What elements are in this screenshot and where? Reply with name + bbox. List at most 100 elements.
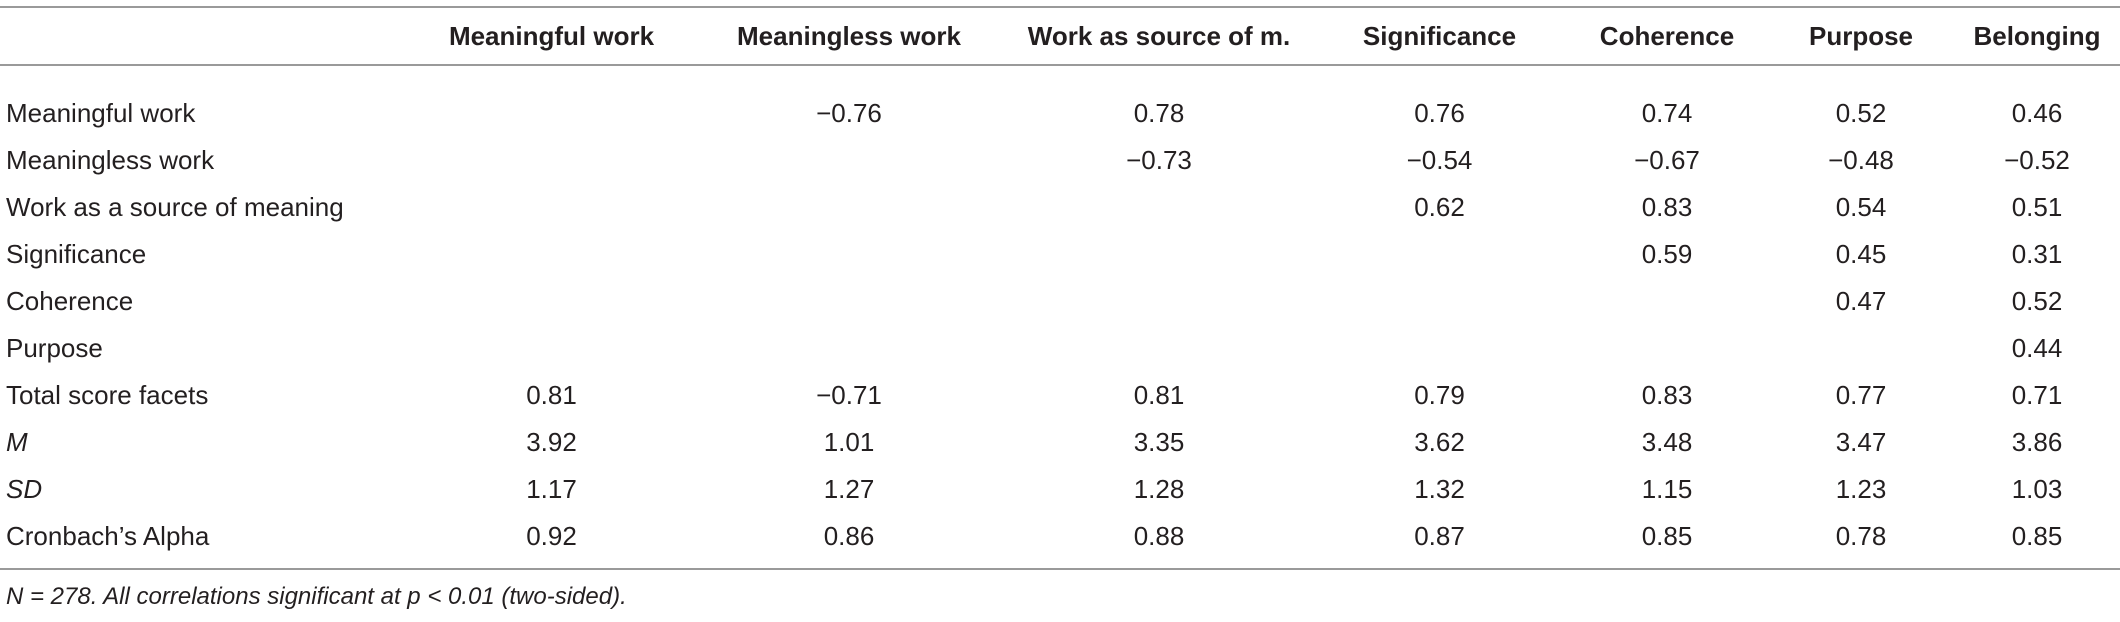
correlation-table: Meaningful work Meaningless work Work as s… [0, 6, 2120, 570]
cell: 0.85 [1641, 521, 1693, 551]
cell: 3.62 [1414, 427, 1465, 457]
cell: 0.59 [1641, 239, 1693, 269]
cell [693, 278, 1005, 325]
table-row: Purpose 0.44 [0, 325, 2120, 372]
cell: 0.31 [2011, 239, 2063, 269]
cell: −0.52 [2004, 145, 2070, 175]
cell [1005, 325, 1313, 372]
cell [410, 231, 693, 278]
cell: 1.01 [823, 427, 875, 457]
cell: 3.47 [1835, 427, 1887, 457]
table-row: Cronbach’s Alpha 0.92 0.86 0.88 0.87 0.85 0.78… [0, 513, 2120, 569]
table-row: Work as a source of meaning 0.62 0.83 0.54 0… [0, 184, 2120, 231]
column-header: Coherence [1599, 20, 1735, 51]
cell: 3.92 [526, 427, 577, 457]
table-row: Meaningless work −0.73 −0.54 −0.67 −0.48 −0.5… [0, 137, 2120, 184]
footnote: N = 278. All correlations significant at… [6, 583, 627, 610]
cell: 0.83 [1641, 192, 1693, 222]
table-row: M 3.92 1.01 3.35 3.62 3.48 3.47 3.86 [0, 419, 2120, 466]
table-row: SD 1.17 1.27 1.28 1.32 1.15 1.23 1.03 [0, 466, 2120, 513]
cell: 0.92 [526, 521, 577, 551]
cell: −0.67 [1634, 145, 1700, 175]
cell: 0.88 [1133, 521, 1185, 551]
cell [693, 137, 1005, 184]
row-label: Coherence [6, 286, 134, 316]
cell: 0.52 [1835, 98, 1887, 128]
cell: 3.86 [2011, 427, 2063, 457]
table-row: Meaningful work −0.76 0.78 0.76 0.74 0.52 0.46 [0, 65, 2120, 137]
cell: 1.27 [823, 474, 875, 504]
cell: 0.47 [1835, 286, 1887, 316]
cell [693, 325, 1005, 372]
cell: 3.35 [1133, 427, 1185, 457]
column-header: Meaningless work [737, 20, 961, 51]
cell [1005, 231, 1313, 278]
cell [1313, 278, 1566, 325]
cell: 0.46 [2011, 98, 2063, 128]
cell: 0.71 [2011, 380, 2063, 410]
cell: 0.78 [1835, 521, 1887, 551]
row-label: Work as a source of meaning [6, 192, 344, 222]
cell [410, 137, 693, 184]
table-header: Meaningful work Meaningless work Work as s… [0, 7, 2120, 65]
row-label: Meaningful work [6, 98, 196, 128]
cell: 0.79 [1414, 380, 1465, 410]
cell: 0.81 [526, 380, 577, 410]
table-row: Significance 0.59 0.45 0.31 [0, 231, 2120, 278]
header-row: Meaningful work Meaningless work Work as s… [0, 7, 2120, 65]
cell [410, 184, 693, 231]
cell: −0.71 [816, 380, 882, 410]
cell [693, 231, 1005, 278]
cell [410, 325, 693, 372]
cell [410, 278, 693, 325]
cell [693, 184, 1005, 231]
table-body: Meaningful work −0.76 0.78 0.76 0.74 0.52 0.46… [0, 65, 2120, 569]
cell: 3.48 [1641, 427, 1693, 457]
cell: 0.87 [1414, 521, 1465, 551]
cell: 1.23 [1835, 474, 1887, 504]
column-header: Work as source of m. [1027, 20, 1291, 51]
cell [1005, 184, 1313, 231]
column-header: Belonging [1973, 20, 2101, 51]
cell [1005, 278, 1313, 325]
cell: 0.83 [1641, 380, 1693, 410]
cell [1768, 325, 1954, 372]
cell [1313, 325, 1566, 372]
row-label: SD [6, 474, 43, 504]
cell: 1.15 [1641, 474, 1693, 504]
row-label: Total score facets [6, 380, 209, 410]
row-label: M [6, 427, 28, 457]
cell: 0.86 [823, 521, 875, 551]
cell [1566, 325, 1768, 372]
cell: 0.54 [1835, 192, 1887, 222]
row-label: Cronbach’s Alpha [6, 521, 210, 551]
cell: 0.77 [1835, 380, 1887, 410]
row-label: Meaningless work [6, 145, 215, 175]
cell: 1.03 [2011, 474, 2063, 504]
cell: −0.73 [1126, 145, 1192, 175]
table-row: Coherence 0.47 0.52 [0, 278, 2120, 325]
cell: 0.76 [1414, 98, 1465, 128]
cell [410, 65, 693, 137]
cell: 0.45 [1835, 239, 1887, 269]
row-label: Purpose [6, 333, 103, 363]
cell: 0.51 [2011, 192, 2063, 222]
cell: −0.54 [1406, 145, 1473, 175]
cell: 0.78 [1133, 98, 1185, 128]
cell: 1.32 [1414, 474, 1465, 504]
cell: −0.48 [1828, 145, 1894, 175]
cell: 0.74 [1641, 98, 1693, 128]
cell: −0.76 [816, 98, 882, 128]
column-header: Meaningful work [448, 20, 655, 51]
row-label: Significance [6, 239, 147, 269]
table-row: Total score facets 0.81 −0.71 0.81 0.79 0.83 0… [0, 372, 2120, 419]
cell: 0.44 [2011, 333, 2063, 363]
column-header [0, 7, 410, 65]
cell: 0.81 [1133, 380, 1185, 410]
column-header: Significance [1362, 20, 1517, 51]
cell: 0.52 [2011, 286, 2063, 316]
cell: 1.17 [526, 474, 577, 504]
column-header: Purpose [1808, 20, 1914, 51]
cell [1313, 231, 1566, 278]
